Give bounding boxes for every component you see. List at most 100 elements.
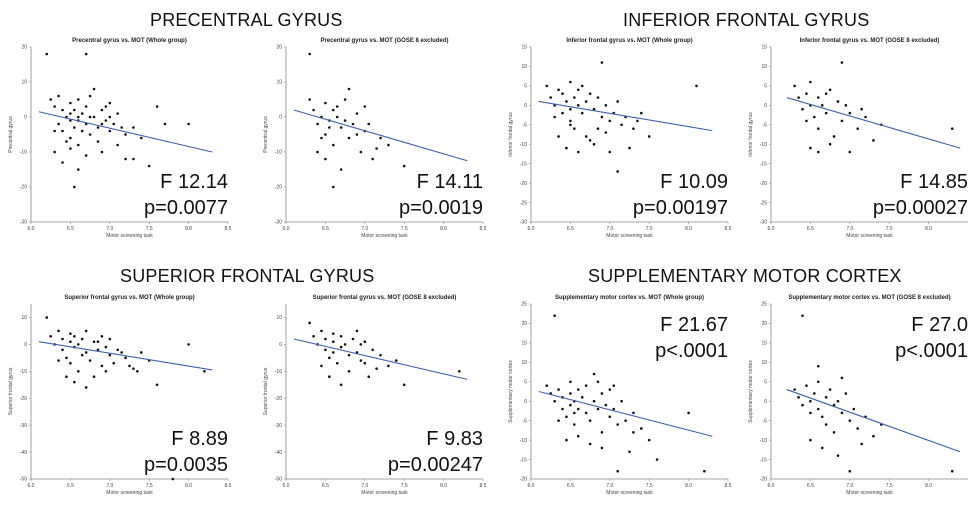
y-tick-label: 0 bbox=[524, 103, 527, 109]
data-point bbox=[53, 105, 56, 108]
data-point bbox=[343, 343, 347, 346]
data-point bbox=[616, 100, 619, 103]
data-point bbox=[359, 343, 363, 346]
data-point bbox=[367, 375, 371, 378]
y-tick-label: -30 bbox=[275, 220, 282, 226]
chart-panel-supplementary-whole: Supplementary motor cortex vs. MOT (Whol… bbox=[505, 290, 738, 505]
data-point bbox=[339, 335, 343, 338]
data-point bbox=[355, 112, 359, 115]
data-point bbox=[308, 321, 311, 325]
data-point bbox=[100, 122, 104, 126]
y-tick-label: 20 bbox=[761, 321, 767, 327]
y-tick-label: -10 bbox=[520, 142, 527, 148]
data-point bbox=[809, 146, 812, 150]
data-point bbox=[343, 98, 347, 101]
data-point bbox=[339, 168, 343, 171]
y-tick-label: 0 bbox=[764, 399, 767, 405]
data-point bbox=[96, 140, 100, 143]
data-point bbox=[872, 139, 875, 142]
data-point bbox=[805, 119, 808, 123]
y-axis-label: Supplementary motor cortex bbox=[748, 360, 754, 423]
chart-title: Inferior frontal gyrus vs. MOT (GOSE 8 e… bbox=[800, 38, 940, 44]
data-point bbox=[836, 454, 840, 457]
data-point bbox=[620, 123, 623, 127]
data-point bbox=[92, 87, 96, 91]
data-point bbox=[76, 370, 80, 373]
data-point bbox=[852, 407, 856, 411]
data-point bbox=[331, 340, 335, 343]
data-point bbox=[132, 367, 135, 370]
data-point bbox=[813, 392, 816, 395]
data-point bbox=[809, 438, 812, 442]
regression-line bbox=[786, 389, 961, 453]
y-tick-label: -10 bbox=[760, 438, 767, 444]
data-point bbox=[104, 370, 108, 373]
x-tick-label: 6.0 bbox=[528, 226, 535, 232]
x-tick-label: 6.0 bbox=[768, 483, 775, 489]
x-tick-label: 6.0 bbox=[283, 226, 290, 232]
x-tick-label: 6.5 bbox=[807, 483, 814, 489]
x-tick-label: 7.0 bbox=[106, 483, 113, 489]
data-point bbox=[636, 119, 639, 123]
regression-line bbox=[538, 390, 713, 437]
data-point bbox=[632, 411, 635, 415]
data-point bbox=[828, 388, 832, 391]
data-point bbox=[363, 361, 367, 365]
data-point bbox=[155, 383, 159, 387]
x-tick-label: 7.0 bbox=[846, 483, 853, 489]
data-point bbox=[565, 100, 568, 103]
data-point bbox=[576, 407, 580, 411]
data-point bbox=[367, 122, 371, 126]
data-point bbox=[820, 104, 824, 107]
f-statistic: F 10.09 bbox=[660, 171, 728, 193]
data-point bbox=[600, 392, 604, 395]
data-point bbox=[624, 419, 627, 422]
data-point bbox=[561, 111, 564, 115]
data-point bbox=[371, 157, 374, 161]
data-point bbox=[561, 92, 564, 95]
data-point bbox=[836, 399, 840, 403]
data-point bbox=[573, 411, 576, 415]
data-point bbox=[604, 131, 608, 134]
data-point bbox=[80, 337, 84, 341]
y-tick-label: -10 bbox=[20, 369, 27, 375]
data-point bbox=[596, 380, 600, 384]
data-point bbox=[88, 115, 92, 119]
data-point bbox=[116, 143, 119, 147]
data-point bbox=[108, 353, 112, 357]
x-tick-label: 8.0 bbox=[440, 226, 447, 232]
data-point bbox=[844, 392, 848, 395]
data-point bbox=[320, 364, 323, 368]
data-point bbox=[573, 127, 576, 130]
y-tick-label: 0 bbox=[279, 115, 282, 121]
region-title-superior: SUPERIOR FRONTAL GYRUS bbox=[120, 266, 375, 286]
data-point bbox=[848, 419, 852, 422]
y-tick-label: 10 bbox=[21, 80, 27, 86]
data-point bbox=[592, 107, 596, 111]
y-tick-label: 0 bbox=[279, 342, 282, 348]
y-tick-label: -15 bbox=[520, 457, 527, 463]
x-tick-label: 7.5 bbox=[886, 226, 893, 232]
data-point bbox=[600, 431, 604, 434]
data-point bbox=[816, 127, 820, 130]
data-point bbox=[53, 129, 56, 133]
data-point bbox=[647, 135, 651, 138]
data-point bbox=[828, 88, 832, 92]
data-point bbox=[132, 126, 135, 129]
data-point bbox=[324, 101, 327, 105]
y-tick-label: -15 bbox=[520, 161, 527, 167]
data-point bbox=[73, 335, 76, 338]
data-point bbox=[832, 135, 836, 138]
chart-panel-precentral-excluded: Precentral gyrus vs. MOT (GOSE 8 exclude… bbox=[260, 33, 493, 248]
scatter-plot: Superior frontal gyrus vs. MOT (GOSE 8 e… bbox=[263, 295, 487, 496]
y-axis-label: Inferior frontal gyrus bbox=[748, 112, 754, 157]
data-point bbox=[112, 122, 116, 126]
x-tick-label: 8.5 bbox=[725, 226, 732, 232]
x-tick-label: 7.0 bbox=[361, 483, 368, 489]
y-tick-label: 15 bbox=[761, 45, 767, 51]
y-tick-label: 0 bbox=[24, 115, 27, 121]
data-point bbox=[561, 407, 564, 411]
data-point bbox=[576, 88, 580, 92]
y-tick-label: -30 bbox=[20, 423, 27, 429]
data-point bbox=[553, 399, 556, 403]
